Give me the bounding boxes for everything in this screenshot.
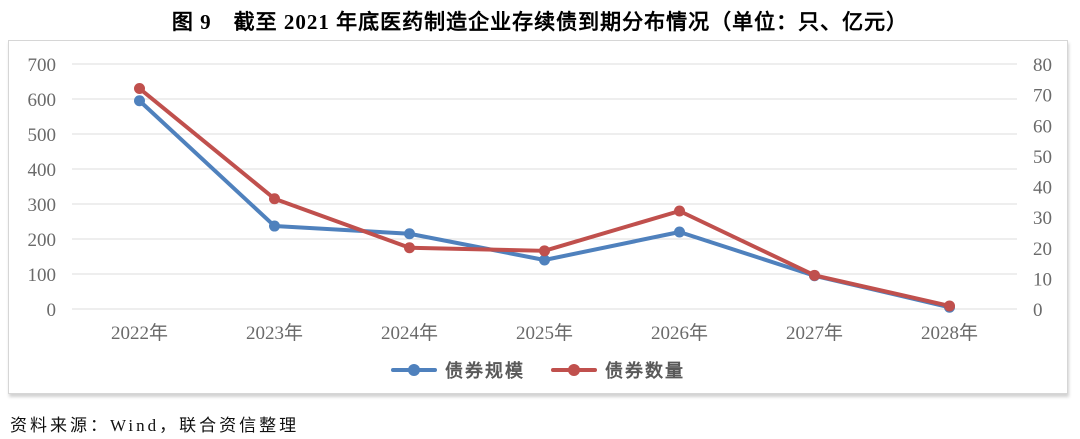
svg-text:0: 0 bbox=[47, 300, 57, 321]
legend-label-bond-scale: 债券规模 bbox=[445, 361, 525, 381]
chart-frame: 0 100 200 300 400 500 600 700 0 10 20 30 40 50 60 70 80 2… bbox=[8, 40, 1068, 394]
svg-text:700: 700 bbox=[28, 55, 57, 76]
svg-text:2027年: 2027年 bbox=[786, 322, 843, 344]
svg-text:2025年: 2025年 bbox=[516, 322, 573, 344]
legend-marker-blue-line-dot-icon bbox=[391, 364, 437, 376]
svg-text:70: 70 bbox=[1033, 86, 1052, 107]
legend-item-bond-scale: 债券规模 bbox=[391, 357, 525, 383]
svg-text:2022年: 2022年 bbox=[111, 322, 168, 344]
chart-title: 图 9 截至 2021 年底医药制造企业存续债到期分布情况（单位：只、亿元） bbox=[171, 10, 909, 34]
legend-item-bond-count: 债券数量 bbox=[551, 357, 685, 383]
svg-text:2028年: 2028年 bbox=[921, 322, 978, 344]
svg-text:60: 60 bbox=[1033, 116, 1052, 137]
svg-text:2024年: 2024年 bbox=[381, 322, 438, 344]
chart-legend: 债券规模 债券数量 bbox=[9, 357, 1067, 383]
svg-text:400: 400 bbox=[28, 160, 57, 181]
svg-text:600: 600 bbox=[28, 90, 57, 111]
svg-text:200: 200 bbox=[28, 230, 57, 251]
svg-text:0: 0 bbox=[1033, 300, 1043, 321]
svg-text:500: 500 bbox=[28, 125, 57, 146]
svg-text:300: 300 bbox=[28, 195, 57, 216]
legend-marker-red-line-dot-icon bbox=[551, 364, 597, 376]
legend-label-bond-count: 债券数量 bbox=[605, 361, 685, 381]
line-chart: 0 100 200 300 400 500 600 700 0 10 20 30 40 50 60 70 80 2… bbox=[28, 55, 1053, 344]
svg-text:2023年: 2023年 bbox=[246, 322, 303, 344]
source-note: 资料来源：Wind，联合资信整理 bbox=[10, 416, 300, 435]
svg-text:30: 30 bbox=[1033, 208, 1052, 229]
svg-text:40: 40 bbox=[1033, 178, 1052, 199]
svg-text:100: 100 bbox=[28, 265, 57, 286]
svg-text:80: 80 bbox=[1033, 55, 1052, 76]
svg-text:50: 50 bbox=[1033, 147, 1052, 168]
svg-text:10: 10 bbox=[1033, 269, 1052, 290]
svg-text:20: 20 bbox=[1033, 239, 1052, 260]
svg-text:2026年: 2026年 bbox=[651, 322, 708, 344]
